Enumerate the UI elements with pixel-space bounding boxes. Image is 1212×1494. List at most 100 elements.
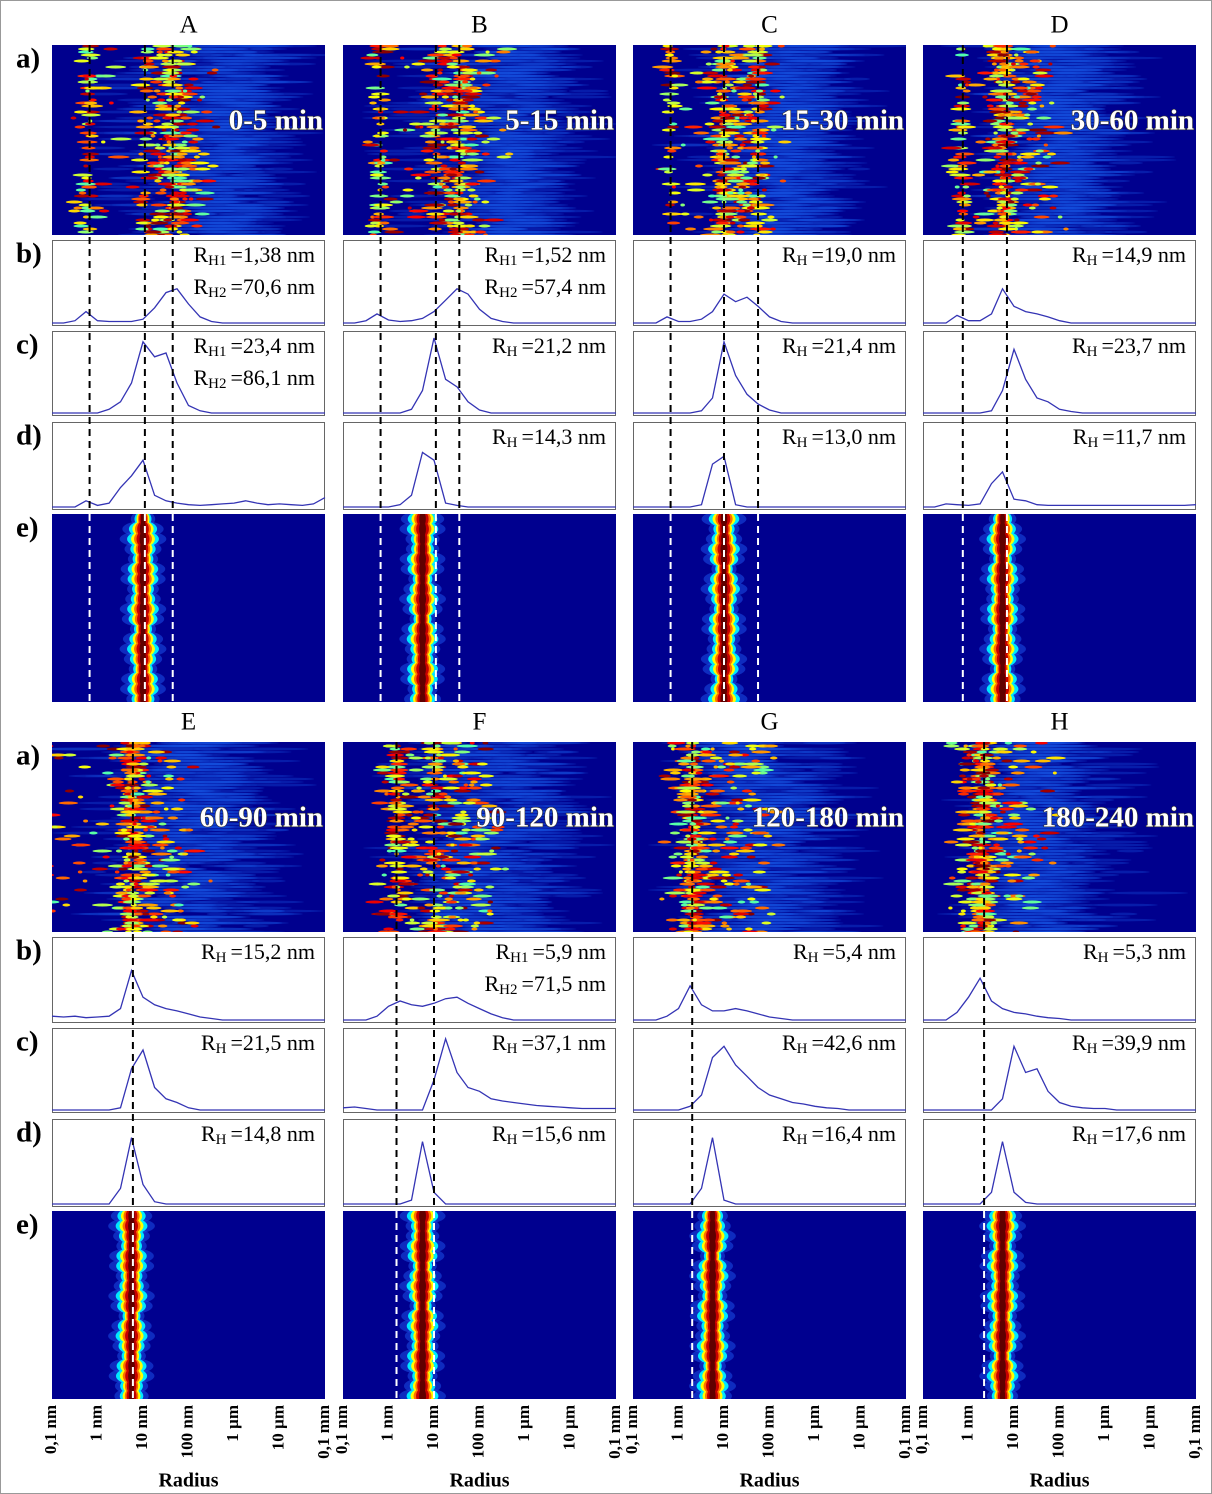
rh-symbol: R (492, 333, 507, 358)
streak (1010, 171, 1031, 174)
streak (760, 129, 769, 132)
streak (75, 126, 86, 129)
streak (102, 772, 114, 775)
streak (959, 204, 971, 207)
streak (997, 162, 1016, 165)
streak (160, 189, 167, 192)
rh-value: =86,1 nm (230, 365, 315, 390)
streak-faint (163, 784, 243, 787)
streak (664, 72, 681, 75)
streak (469, 195, 479, 198)
streak (152, 78, 168, 81)
streak (85, 90, 89, 93)
streak (986, 225, 1006, 228)
streak (1035, 132, 1056, 135)
streak (407, 216, 426, 219)
streak-faint (488, 754, 526, 757)
streak-faint (780, 54, 850, 57)
streak (465, 204, 473, 207)
streak-faint (1049, 141, 1080, 144)
streak (181, 886, 189, 889)
rh-subscript: H (507, 435, 518, 451)
streak (128, 811, 136, 814)
streak (107, 778, 125, 781)
streak (983, 171, 997, 174)
streak (123, 862, 128, 865)
streak (453, 99, 463, 102)
streak-faint (1040, 54, 1085, 57)
streak (986, 99, 1002, 102)
streak (123, 910, 137, 913)
streak (174, 147, 191, 150)
streak (1048, 63, 1052, 66)
streak (124, 847, 145, 850)
streak (453, 75, 470, 78)
streak-faint (816, 183, 866, 186)
streak (169, 895, 176, 898)
streak (124, 808, 129, 811)
streak (760, 162, 770, 165)
streak (687, 189, 705, 192)
streak (685, 183, 706, 186)
streak (196, 198, 214, 201)
streak (726, 126, 746, 129)
streak (1005, 114, 1011, 117)
streak (163, 889, 180, 892)
rh-subscript: H (797, 344, 808, 360)
streak (150, 916, 158, 919)
streak-faint (772, 207, 805, 210)
streak-faint (225, 760, 254, 763)
streak (474, 198, 481, 201)
streak-faint (1047, 213, 1102, 216)
streak (187, 123, 198, 126)
streak (170, 198, 180, 201)
streak-faint (263, 63, 316, 66)
streak (1058, 216, 1063, 219)
streak (191, 925, 199, 928)
streak (466, 138, 477, 141)
streak (420, 150, 433, 153)
streak (184, 204, 206, 207)
streak-faint (475, 144, 533, 147)
streak (679, 108, 693, 111)
streak (954, 156, 967, 159)
streak (448, 108, 465, 111)
streak (999, 201, 1007, 204)
streak-faint (207, 913, 229, 916)
streak (127, 835, 146, 838)
streak (950, 129, 968, 132)
streak-faint (388, 66, 451, 69)
streak (171, 808, 183, 811)
streak (437, 72, 442, 75)
streak-faint (397, 87, 441, 90)
streak (150, 829, 171, 832)
streak (125, 859, 129, 862)
streak (134, 883, 139, 886)
streak (755, 150, 760, 153)
heatmap-e (923, 511, 1196, 717)
streak (461, 159, 483, 162)
streak (1050, 162, 1070, 165)
streak-faint (184, 757, 214, 760)
streak (1027, 108, 1037, 111)
streak-faint (257, 195, 310, 198)
streak (182, 853, 188, 856)
streak-faint (490, 75, 556, 78)
streak-faint (1048, 165, 1087, 168)
rh-subscript: H2 (208, 285, 226, 301)
streak (760, 174, 765, 177)
streak (487, 138, 501, 141)
rh-value: =21,5 nm (230, 1030, 315, 1055)
streak (117, 757, 134, 760)
streak (988, 231, 1004, 234)
streak-faint (483, 204, 550, 207)
streak (681, 144, 686, 147)
streak (475, 135, 489, 138)
streak-faint (177, 742, 235, 745)
streak-faint (472, 168, 517, 171)
streak (150, 222, 168, 225)
streak (151, 802, 165, 805)
streak (739, 78, 745, 81)
streak (132, 823, 136, 826)
streak (767, 216, 774, 219)
